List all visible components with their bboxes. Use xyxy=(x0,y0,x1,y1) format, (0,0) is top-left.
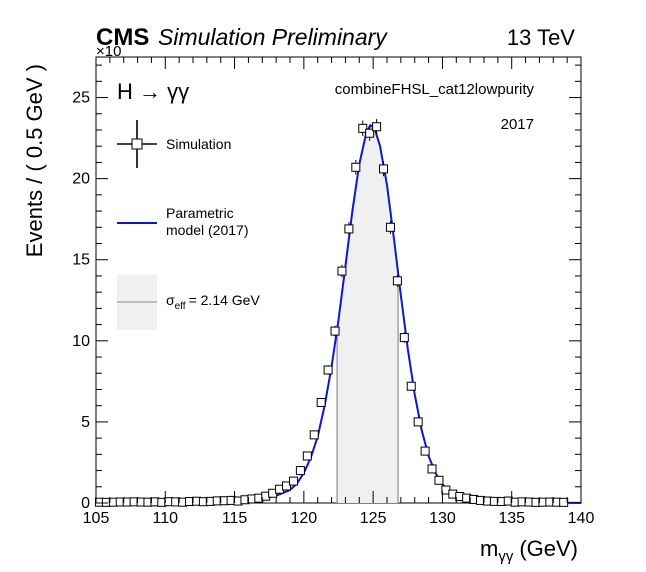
status-label: Simulation Preliminary xyxy=(158,24,388,50)
legend-simulation-marker xyxy=(117,120,157,168)
x-tick-label: 105 xyxy=(83,510,110,527)
y-tick-label: 0 xyxy=(81,495,90,512)
legend: Simulation Parametric model (2017) σeff =… xyxy=(117,120,260,330)
data-point xyxy=(413,417,423,427)
legend-model-label-line2: model (2017) xyxy=(166,222,249,238)
y-axis-title: Events / ( 0.5 GeV ) xyxy=(22,64,47,257)
y-tick-label: 5 xyxy=(81,414,90,431)
x-tick-label: 115 xyxy=(222,510,248,527)
x-axis-title: mγγ (GeV) xyxy=(480,536,578,565)
data-point xyxy=(233,496,243,506)
data-point xyxy=(344,222,354,236)
legend-model-label-line1: Parametric xyxy=(166,205,234,221)
x-tick-label: 120 xyxy=(291,510,318,527)
y-axis: 0 5 10 15 20 25 xyxy=(72,64,581,512)
data-point xyxy=(288,476,298,486)
data-point xyxy=(399,332,409,343)
y-exponent-label: ×10 xyxy=(96,43,121,60)
y-tick-label: 20 xyxy=(72,171,90,188)
x-tick-label: 140 xyxy=(568,510,595,527)
data-point xyxy=(295,466,305,476)
x-tick-label: 130 xyxy=(429,510,456,527)
data-point xyxy=(434,475,444,485)
data-point xyxy=(316,397,326,407)
data-point xyxy=(427,464,437,474)
data-point xyxy=(323,365,333,375)
x-tick-label: 125 xyxy=(360,510,387,527)
data-point xyxy=(282,481,292,491)
legend-sigma-subscript: eff xyxy=(175,301,186,312)
data-points-layer xyxy=(94,118,569,507)
data-point xyxy=(261,491,271,501)
data-point xyxy=(337,264,347,278)
category-label: combineFHSL_cat12lowpurity xyxy=(335,81,535,98)
x-tick-label: 110 xyxy=(153,510,179,527)
data-point xyxy=(212,496,222,506)
x-tick-label: 135 xyxy=(498,510,525,527)
data-point xyxy=(309,430,319,440)
y-tick-label: 15 xyxy=(72,252,90,269)
x-axis: 105 110 115 120 125 130 135 140 xyxy=(83,57,595,527)
sigma-band-layer xyxy=(336,125,399,503)
data-point xyxy=(365,125,375,141)
data-point xyxy=(406,381,416,391)
y-tick-label: 10 xyxy=(72,333,90,350)
data-point xyxy=(379,161,389,177)
data-point xyxy=(372,118,382,135)
legend-sigma-label: σeff = 2.14 GeV xyxy=(166,292,260,312)
sigma-eff-band xyxy=(337,125,399,503)
data-point xyxy=(358,120,368,137)
data-point xyxy=(351,159,361,175)
data-point xyxy=(330,325,340,337)
legend-simulation-label: Simulation xyxy=(166,136,231,152)
energy-label: 13 TeV xyxy=(507,25,575,50)
y-tick-label: 25 xyxy=(72,90,90,107)
data-point xyxy=(420,446,430,456)
data-point xyxy=(385,220,395,234)
year-label: 2017 xyxy=(501,116,534,133)
process-label: H → γγ xyxy=(117,79,189,104)
data-point xyxy=(302,451,312,461)
data-point xyxy=(559,497,569,507)
cms-label: CMS xyxy=(96,24,149,51)
data-point xyxy=(392,274,402,287)
